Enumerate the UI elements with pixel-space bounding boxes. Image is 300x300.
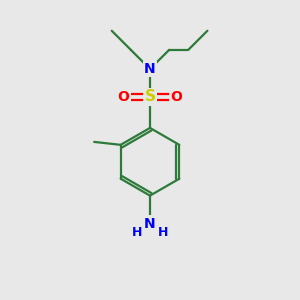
Text: S: S <box>145 89 155 104</box>
Text: H: H <box>158 226 168 239</box>
Text: N: N <box>144 62 156 76</box>
Text: O: O <box>118 90 129 104</box>
Text: O: O <box>171 90 182 104</box>
Text: N: N <box>144 217 156 231</box>
Text: H: H <box>132 226 142 239</box>
